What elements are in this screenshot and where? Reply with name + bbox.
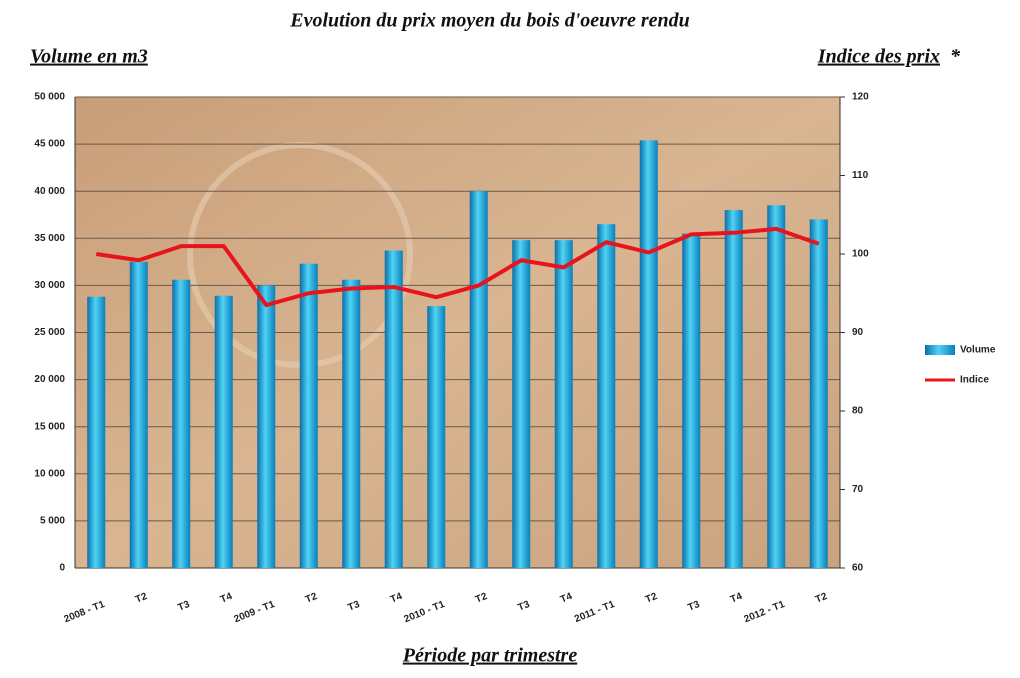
bar — [682, 233, 701, 568]
y2-tick-label: 100 — [852, 249, 869, 260]
y2-note: * — [950, 46, 961, 68]
y2-tick-label: 90 — [852, 327, 864, 338]
x-tick-label: 2010 - T1 — [403, 599, 447, 625]
x-tick-label: T2 — [474, 591, 489, 606]
legend-label: Indice — [960, 375, 989, 386]
x-tick-label: T3 — [686, 599, 701, 614]
y-tick-label: 45 000 — [34, 139, 65, 150]
x-tick-label: T4 — [559, 591, 574, 606]
bar — [554, 240, 573, 568]
x-tick-label: 2008 - T1 — [63, 599, 107, 625]
x-tick-label: T4 — [219, 591, 234, 606]
y2-tick-label: 110 — [852, 170, 869, 181]
bar — [87, 296, 106, 568]
bar — [214, 295, 233, 568]
y2-axis-title: Indice des prix — [817, 46, 940, 68]
bar — [512, 240, 531, 568]
x-tick-label: T2 — [134, 591, 149, 606]
bar — [469, 191, 488, 568]
y-tick-label: 20 000 — [34, 374, 65, 385]
bar — [129, 261, 148, 568]
bar — [767, 205, 786, 568]
legend-swatch — [925, 345, 955, 355]
y2-tick-label: 70 — [852, 484, 864, 495]
bar — [809, 219, 828, 568]
x-tick-label: 2012 - T1 — [743, 599, 787, 625]
x-tick-label: T3 — [346, 599, 361, 614]
y-tick-label: 0 — [59, 563, 65, 574]
x-tick-label: T4 — [729, 591, 744, 606]
y-tick-label: 30 000 — [34, 280, 65, 291]
bar — [172, 279, 191, 568]
bar — [639, 140, 658, 568]
bar — [342, 279, 361, 568]
bar — [724, 210, 743, 569]
bar — [427, 306, 446, 568]
x-tick-label: T2 — [814, 591, 829, 606]
x-tick-label: 2009 - T1 — [233, 599, 277, 625]
bar — [384, 250, 403, 568]
y2-tick-label: 60 — [852, 563, 864, 574]
x-tick-label: T2 — [644, 591, 659, 606]
y-tick-label: 40 000 — [34, 186, 65, 197]
y-tick-label: 15 000 — [34, 421, 65, 432]
x-tick-label: T2 — [304, 591, 319, 606]
x-axis-title: Période par trimestre — [402, 645, 578, 667]
x-tick-label: T4 — [389, 591, 404, 606]
y-tick-label: 10 000 — [34, 468, 65, 479]
x-tick-label: T3 — [516, 599, 531, 614]
legend-label: Volume — [960, 345, 996, 356]
y-tick-label: 35 000 — [34, 233, 65, 244]
y2-tick-label: 120 — [852, 92, 869, 103]
line — [95, 226, 820, 308]
y-tick-label: 5 000 — [40, 516, 65, 527]
x-tick-label: T3 — [176, 599, 191, 614]
y2-tick-label: 80 — [852, 406, 864, 417]
chart-title: Evolution du prix moyen du bois d'oeuvre… — [289, 10, 690, 32]
bar — [299, 263, 318, 568]
bar — [597, 224, 616, 569]
bar — [257, 285, 276, 568]
y-tick-label: 50 000 — [34, 92, 65, 103]
x-tick-label: 2011 - T1 — [573, 599, 617, 625]
y-tick-label: 25 000 — [34, 327, 65, 338]
y-axis-title: Volume en m3 — [30, 46, 148, 68]
